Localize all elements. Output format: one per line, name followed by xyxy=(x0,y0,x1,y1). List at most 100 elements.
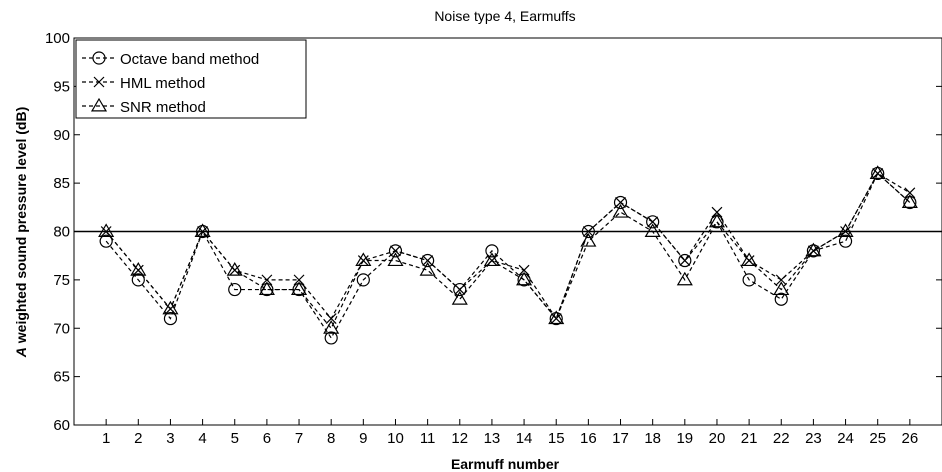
y-axis-label-rest: weighted sound pressure level (dB) xyxy=(13,107,29,347)
data-point-triangle xyxy=(516,271,533,286)
data-point-triangle xyxy=(676,271,693,286)
data-point-triangle xyxy=(741,252,758,267)
series-snr-method xyxy=(98,165,918,334)
data-point-x xyxy=(422,255,434,266)
data-point-circle xyxy=(163,311,178,326)
data-point-x xyxy=(100,226,112,237)
data-point-x xyxy=(293,274,305,286)
data-point-circle xyxy=(613,195,628,210)
x-tick-label: 11 xyxy=(420,430,436,447)
x-tick-label: 14 xyxy=(516,430,533,447)
x-tick-label: 7 xyxy=(295,430,303,447)
x-tick-label: 5 xyxy=(231,430,239,447)
x-tick-label: 16 xyxy=(580,430,597,447)
data-point-x xyxy=(518,264,530,276)
data-point-circle xyxy=(99,234,113,248)
data-point-circle xyxy=(228,282,242,297)
data-point-triangle xyxy=(805,242,822,257)
data-point-x xyxy=(582,226,594,237)
y-tick-label: 90 xyxy=(53,127,70,144)
legend-box xyxy=(75,39,307,119)
data-point-circle xyxy=(131,273,145,287)
series-layer xyxy=(98,165,918,345)
data-point-circle xyxy=(646,215,660,229)
x-tick-label: 22 xyxy=(773,430,790,447)
data-point-triangle xyxy=(162,300,179,315)
data-point-triangle xyxy=(387,252,404,267)
data-point-circle xyxy=(485,244,499,258)
data-point-triangle xyxy=(130,262,147,276)
x-tick-label: 20 xyxy=(709,430,726,447)
x-tick-label: 17 xyxy=(612,430,629,447)
x-tick-label: 6 xyxy=(263,430,271,447)
x-axis-label: Earmuff number xyxy=(451,456,560,472)
series-line-hml-method xyxy=(105,172,911,320)
data-point-triangle xyxy=(290,281,308,296)
y-tick-label: 80 xyxy=(53,224,70,241)
y-tick-label: 100 xyxy=(45,30,70,47)
y-tick-label: 60 xyxy=(53,417,70,434)
x-tick-label: 18 xyxy=(644,430,661,447)
data-point-x xyxy=(647,216,659,228)
x-axis: 1 2 3 4 5 6 7 8 9 10 11 12 13 14 15 16 17 18 19 20 21 22 23 24 2… xyxy=(102,419,918,447)
legend-item-hml-method: HML method xyxy=(82,75,205,92)
legend-marker-x xyxy=(93,76,105,88)
data-point-circle xyxy=(742,273,756,287)
data-point-circle xyxy=(421,253,435,268)
legend-item-snr-method: SNR method xyxy=(82,97,206,116)
data-point-circle xyxy=(324,331,338,345)
x-tick-label: 21 xyxy=(741,430,758,447)
y-axis-label-italic: A xyxy=(13,347,29,358)
data-point-x xyxy=(454,284,466,295)
y-tick-label: 75 xyxy=(53,272,70,289)
y-axis: 60 65 70 75 80 85 90 95 100 xyxy=(45,30,942,434)
legend-label: SNR method xyxy=(120,99,206,116)
y-axis-label: A weighted sound pressure level (dB) xyxy=(13,107,29,359)
data-point-triangle xyxy=(773,281,790,296)
x-tick-label: 24 xyxy=(837,430,854,447)
data-point-circle xyxy=(838,234,853,248)
data-point-x xyxy=(775,274,787,286)
y-tick-label: 95 xyxy=(53,78,70,95)
data-point-triangle xyxy=(644,223,661,237)
chart-title: Noise type 4, Earmuffs xyxy=(434,8,575,24)
y-tick-label: 85 xyxy=(53,175,70,192)
data-point-circle xyxy=(453,282,467,297)
data-point-x xyxy=(325,313,337,324)
data-point-triangle xyxy=(483,252,500,267)
data-point-x xyxy=(261,274,273,286)
x-tick-label: 1 xyxy=(102,430,110,447)
data-point-triangle xyxy=(548,310,565,325)
data-point-triangle xyxy=(612,203,629,218)
x-tick-label: 3 xyxy=(166,430,174,447)
data-point-x xyxy=(615,197,626,208)
series-line-octave-band-method xyxy=(105,172,911,340)
data-point-circle xyxy=(581,224,595,239)
x-tick-label: 12 xyxy=(451,430,468,447)
data-point-triangle xyxy=(837,223,854,237)
x-tick-label: 8 xyxy=(327,430,335,447)
x-tick-label: 26 xyxy=(902,430,919,447)
data-point-triangle xyxy=(708,213,726,228)
data-point-circle xyxy=(678,253,692,268)
series-octave-band-method xyxy=(99,166,917,345)
data-point-x xyxy=(840,226,851,237)
data-point-x xyxy=(390,245,401,257)
series-hml-method xyxy=(100,168,916,324)
y-tick-label: 65 xyxy=(53,369,70,386)
data-point-x xyxy=(679,255,691,266)
legend-item-octave-band-method: Octave band method xyxy=(82,51,259,68)
legend: Octave band method HML method SNR method xyxy=(75,39,307,119)
x-tick-label: 19 xyxy=(676,430,693,447)
data-point-triangle xyxy=(226,262,243,276)
y-tick-label: 70 xyxy=(53,320,70,337)
data-point-triangle xyxy=(869,165,886,179)
x-tick-label: 25 xyxy=(869,430,886,447)
x-tick-label: 13 xyxy=(484,430,501,447)
x-tick-label: 2 xyxy=(134,430,142,447)
legend-label: Octave band method xyxy=(120,51,259,68)
data-point-triangle xyxy=(901,194,918,208)
x-tick-label: 4 xyxy=(198,430,206,447)
series-line-snr-method xyxy=(105,172,911,330)
